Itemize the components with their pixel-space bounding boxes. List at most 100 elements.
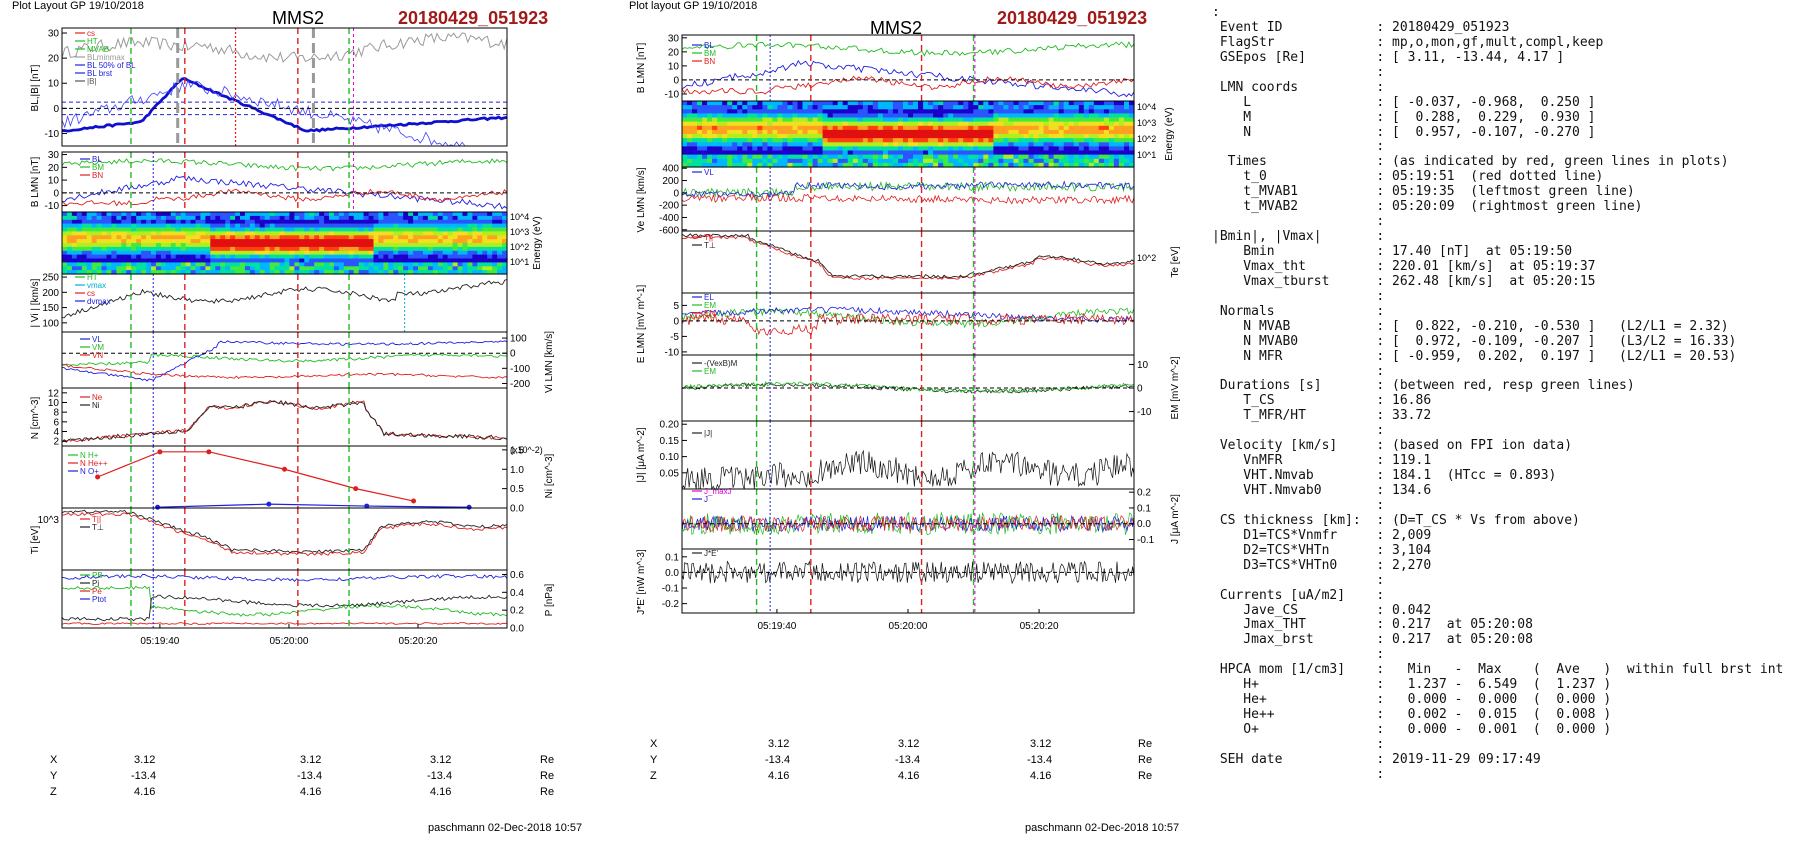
spectrogram-cell xyxy=(1129,101,1135,106)
spectrogram-cell xyxy=(244,250,251,256)
spectrogram-cell xyxy=(343,223,350,229)
spectrogram-cell xyxy=(772,117,778,123)
spectrogram-cell xyxy=(722,109,728,114)
spectrogram-cell xyxy=(289,212,295,217)
spectrogram-cell xyxy=(822,158,829,164)
spectrogram-cell xyxy=(1013,134,1020,139)
spectrogram-cell xyxy=(319,254,325,260)
spectrogram-cell xyxy=(408,231,414,236)
spectrogram-cell xyxy=(96,246,103,252)
spectrogram-cell xyxy=(1118,101,1125,106)
spectrogram-cell xyxy=(175,227,182,232)
spectrogram-cell xyxy=(727,142,733,147)
info-row: Vmax_tht : 220.01 [km/s] at 05:19:37 xyxy=(1212,258,1596,274)
spectrogram-cell xyxy=(368,231,375,236)
spectrogram-cell xyxy=(928,142,934,147)
spectrogram-cell xyxy=(472,254,478,260)
spectrogram-cell xyxy=(126,258,132,263)
spectrogram-cell xyxy=(230,246,236,252)
spectrogram-cell xyxy=(141,250,147,256)
spectrogram-cell xyxy=(1083,125,1090,131)
spectrogram-cell xyxy=(91,243,98,248)
spectrogram-cell xyxy=(437,254,444,260)
spectrogram-cell xyxy=(707,138,713,143)
spectrogram-cell xyxy=(742,105,748,110)
spectrogram-cell xyxy=(398,270,404,275)
spectrogram-cell xyxy=(1078,121,1085,127)
spectrogram-cell xyxy=(155,231,162,236)
spectrogram-cell xyxy=(732,154,738,160)
spectrogram-cell xyxy=(968,150,974,156)
spectrogram-cell xyxy=(837,117,844,123)
spectrogram-cell xyxy=(837,125,844,131)
spectrogram-cell xyxy=(106,270,112,275)
spectrogram-cell xyxy=(802,113,809,119)
spectrogram-cell xyxy=(822,117,829,123)
spectrogram-cell xyxy=(319,231,325,236)
spectrogram-cell xyxy=(86,258,93,263)
y-tick-label: 4 xyxy=(53,427,59,438)
spectrogram-cell xyxy=(717,138,723,143)
spectrogram-cell xyxy=(160,250,167,256)
spectrogram-cell xyxy=(1048,142,1055,147)
spectrogram-cell xyxy=(1078,101,1085,106)
spectrogram-cell xyxy=(235,258,241,263)
spectrogram-cell xyxy=(165,212,172,217)
spectrogram-cell xyxy=(398,266,404,271)
spectrogram-cell xyxy=(817,154,824,160)
spectrogram-cell xyxy=(146,258,152,263)
spectrogram-cell xyxy=(195,231,201,236)
spectrogram-cell xyxy=(852,154,859,160)
spectrogram-cell xyxy=(215,266,221,271)
y-tick-label: 250 xyxy=(42,273,59,284)
EL-line xyxy=(681,306,1135,323)
spectrogram-cell xyxy=(190,231,197,236)
legend-label: |B| xyxy=(87,77,97,86)
spectrogram-cell xyxy=(862,121,869,127)
spectrogram-cell xyxy=(742,162,748,168)
spectrogram-cell xyxy=(185,243,192,248)
spectrogram-cell xyxy=(697,154,703,160)
spectrogram-cell xyxy=(304,258,310,263)
spectrogram-cell xyxy=(1063,113,1070,119)
legend-label: T⊥ xyxy=(704,241,716,250)
spectrogram-cell xyxy=(220,246,226,252)
spectrogram-cell xyxy=(867,150,874,156)
spectrogram-cell xyxy=(792,101,799,106)
spectrogram-cell xyxy=(333,235,340,240)
spectrogram-cell xyxy=(692,129,698,135)
spectrogram-cell xyxy=(413,262,419,267)
spectrogram-cell xyxy=(452,223,459,229)
mid-coord-z-unit: Re xyxy=(1138,770,1153,782)
spectrogram-cell xyxy=(812,105,819,110)
spectrogram-cell xyxy=(393,243,399,248)
spectrogram-cell xyxy=(447,223,454,229)
spectrogram-cell xyxy=(136,227,142,232)
spectrogram-cell xyxy=(767,109,773,114)
spectrogram-cell xyxy=(857,138,864,143)
spectrogram-cell xyxy=(86,231,93,236)
spectrogram-cell xyxy=(299,231,305,236)
spectrogram-cell xyxy=(294,235,300,240)
spectrogram-cell xyxy=(165,262,172,267)
spectrogram-cell xyxy=(933,158,939,164)
spectrogram-cell xyxy=(968,105,974,110)
spectrogram-cell xyxy=(918,134,924,139)
spectrogram-cell xyxy=(1093,129,1100,135)
spectrogram-cell xyxy=(862,134,869,139)
spectrogram-cell xyxy=(160,243,167,248)
spectrogram-cell xyxy=(782,125,788,131)
spectrogram-cell xyxy=(832,101,839,106)
spectrogram-cell xyxy=(882,101,889,106)
spectrogram-cell xyxy=(259,235,266,240)
spectrogram-cell xyxy=(918,150,924,156)
spectrogram-cell xyxy=(702,138,708,143)
spectrogram-cell xyxy=(802,142,809,147)
legend-label: N O+ xyxy=(80,467,99,476)
spectrogram-cell xyxy=(887,150,894,156)
spectrogram-cell xyxy=(1053,158,1060,164)
spectrogram-cell xyxy=(822,129,829,135)
spectrogram-cell xyxy=(329,231,335,236)
spectrogram-cell xyxy=(467,270,473,275)
y-axis-label: J [μA m^-2] xyxy=(1170,494,1181,544)
